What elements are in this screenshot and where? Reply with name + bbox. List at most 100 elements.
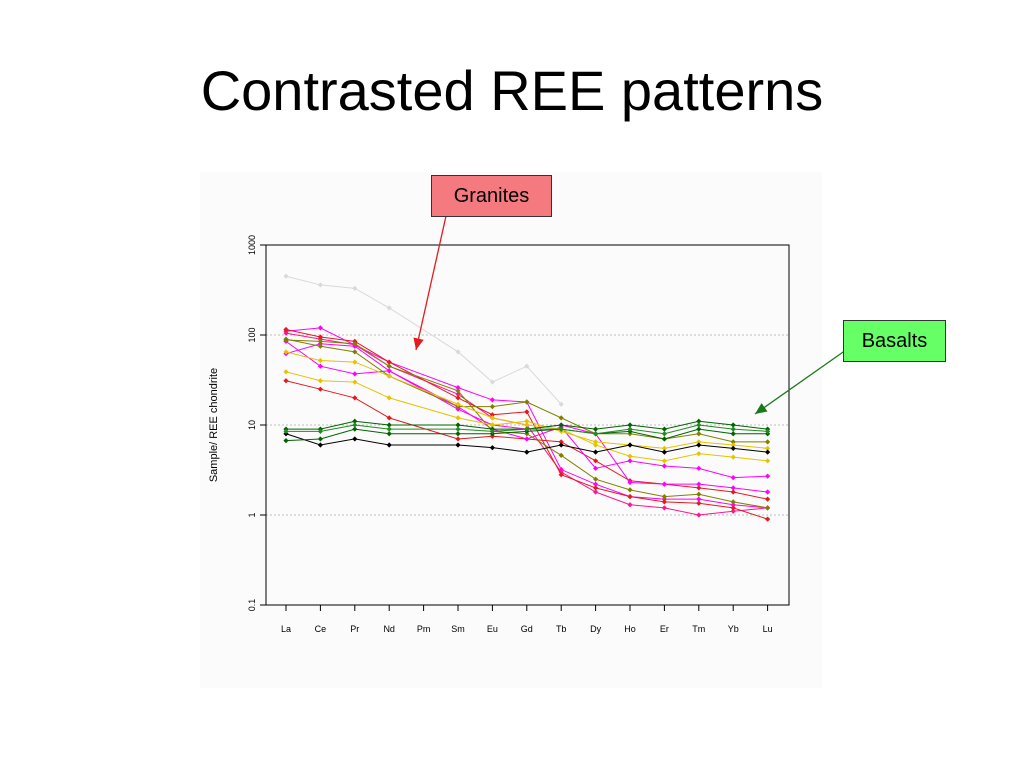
data-point [765,489,771,495]
data-point [386,395,392,401]
slide-title: Contrasted REE patterns [200,59,824,122]
data-point [283,349,289,355]
granites-callout: Granites [431,175,552,217]
series-line [285,371,768,449]
data-point [593,449,599,455]
data-point [696,442,702,448]
data-point [524,422,530,428]
data-point [593,476,599,482]
y-tick-label: 0.1 [247,599,257,612]
data-point [730,485,736,491]
x-tick-label-tm: Tm [692,624,705,634]
data-point [455,415,461,421]
data-point [455,422,461,428]
x-tick-label-ce: Ce [315,624,327,634]
x-axis: La Ce Pr Nd Pm Sm Eu Gd Tb Dy Ho Er Tm Yb Lu [281,605,773,634]
data-point [283,330,289,336]
data-point [730,426,736,432]
series-line [285,339,768,509]
data-point [386,442,392,448]
series-line [285,329,768,520]
series-line [285,380,768,500]
data-point [696,512,702,518]
x-tick-label-er: Er [660,624,669,634]
series-line [286,424,768,435]
data-point [386,422,392,428]
data-point [524,426,530,432]
data-point [627,487,633,493]
data-point [558,472,564,478]
data-point [696,451,702,457]
data-point [283,438,289,444]
data-point [283,273,289,279]
data-point [593,485,599,491]
data-point [455,431,461,437]
x-tick-label-lu: Lu [763,624,773,634]
data-point [661,431,667,437]
data-point [352,422,358,428]
x-tick-label-la: La [281,624,291,634]
ree-chart: 0.1 1 10 100 1000 La Ce Pr Nd Pm Sm Eu Gd Tb Dy Ho Er Tm… [208,235,790,634]
series-line [286,420,768,430]
data-point [489,428,495,434]
x-tick-label-eu: Eu [487,624,498,634]
data-point [696,439,702,445]
chart-series [283,273,771,522]
data-point [352,426,358,432]
data-point [696,500,702,506]
data-point [696,418,702,424]
data-point [386,431,392,437]
data-point [386,363,392,369]
data-point [730,475,736,481]
data-point [661,426,667,432]
data-point [283,428,289,434]
data-point [386,426,392,432]
data-point [661,499,667,505]
data-point [696,485,702,491]
data-point [283,337,289,343]
data-point [489,415,495,421]
data-point [317,282,323,288]
data-point [386,373,392,379]
x-tick-label-nd: Nd [383,624,395,634]
data-point [765,473,771,479]
x-tick-label-gd: Gd [521,624,533,634]
data-point [352,395,358,401]
data-point [524,436,530,442]
data-point [593,489,599,495]
data-point [489,422,495,428]
series-15 [283,422,771,437]
series-line [285,340,768,479]
data-point [524,399,530,405]
data-point [661,436,667,442]
data-point [627,502,633,508]
data-point [593,442,599,448]
data-point [593,481,599,487]
data-point [696,465,702,471]
y-tick-label: 1 [247,512,257,517]
data-point [455,395,461,401]
x-tick-label-yb: Yb [728,624,739,634]
data-point [593,426,599,432]
data-point [765,445,771,451]
data-point [283,369,289,375]
data-point [524,449,530,455]
data-point [455,442,461,448]
data-point [455,349,461,355]
data-point [558,426,564,432]
data-point [661,505,667,511]
data-point [524,418,530,424]
data-point [283,378,289,384]
series-line [285,433,768,453]
data-point [489,397,495,403]
data-point [661,481,667,487]
data-point [661,494,667,500]
data-point [730,442,736,448]
x-tick-label-sm: Sm [451,624,465,634]
data-point [489,412,495,418]
data-point [765,496,771,502]
data-point [661,463,667,469]
data-point [455,436,461,442]
basalts-callout: Basalts [843,320,946,362]
data-point [593,431,599,437]
